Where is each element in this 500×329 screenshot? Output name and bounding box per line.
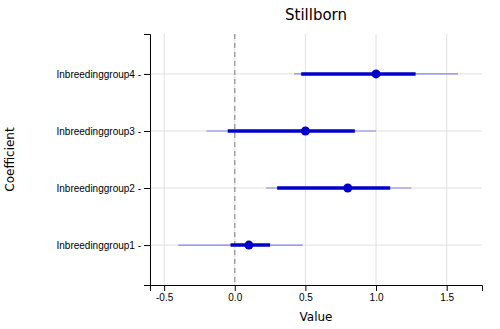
plot: -0.50.00.51.01.5Inbreedinggroup1 -Inbree… xyxy=(56,34,482,303)
x-tick-label: 0.5 xyxy=(299,292,313,303)
ci95-line xyxy=(228,129,355,133)
estimate-point xyxy=(244,241,253,250)
marks xyxy=(178,34,458,285)
y-tick: Inbreedinggroup1 - xyxy=(56,240,150,251)
ci95-line xyxy=(301,72,415,76)
x-tick: 1.5 xyxy=(440,285,454,303)
ci99-line xyxy=(207,130,377,131)
y-tick: Inbreedinggroup3 - xyxy=(56,126,150,137)
estimate-point xyxy=(372,69,381,78)
x-tick-mark xyxy=(376,285,377,291)
x-tick-label: 0.0 xyxy=(228,292,242,303)
y-axis: Inbreedinggroup1 - Inbreedinggroup2 - Inbr… xyxy=(56,35,150,286)
y-tick-label: Inbreedinggroup1 - xyxy=(56,240,141,251)
reference-line xyxy=(234,34,235,285)
y-tick-mark xyxy=(144,188,150,189)
grid-line xyxy=(305,34,306,285)
x-tick-mark xyxy=(164,285,165,291)
y-tick: Inbreedinggroup2 - xyxy=(56,183,150,194)
y-tick-mark xyxy=(144,131,150,132)
grid-line xyxy=(150,245,482,246)
y-axis-line xyxy=(144,35,151,286)
x-axis-line xyxy=(151,286,483,292)
grid-line xyxy=(150,188,482,189)
y-tick-label: Inbreedinggroup3 - xyxy=(56,126,141,137)
chart: -0.50.00.51.01.5Inbreedinggroup1 -Inbree… xyxy=(0,0,500,329)
ci95-line xyxy=(277,186,390,190)
grid-line xyxy=(164,34,165,285)
y-axis-title: Coefficient xyxy=(3,127,17,192)
grid-line xyxy=(150,130,482,131)
y-tick-label: Inbreedinggroup4 - xyxy=(56,69,141,80)
x-tick: 1.0 xyxy=(370,285,384,303)
x-axis: -0.5 0.0 0.5 1.0 1.5 xyxy=(151,285,483,303)
title: Stillborn xyxy=(285,6,347,24)
x-axis-title: Value xyxy=(300,310,333,324)
x-tick-mark xyxy=(235,285,236,291)
y-tick: Inbreedinggroup4 - xyxy=(56,69,150,80)
estimate-point xyxy=(301,126,310,135)
x-tick-mark xyxy=(447,285,448,291)
grid-line xyxy=(446,34,447,285)
y-tick-label: Inbreedinggroup2 - xyxy=(56,183,141,194)
y-tick-mark xyxy=(144,245,150,246)
ci99-line xyxy=(178,244,302,245)
grid-line xyxy=(150,73,482,74)
grid-line xyxy=(234,34,235,285)
y-tick-mark xyxy=(144,74,150,75)
grid xyxy=(150,34,482,285)
x-tick-label: 1.5 xyxy=(440,292,454,303)
x-tick: -0.5 xyxy=(156,285,174,303)
x-tick-mark xyxy=(305,285,306,291)
x-tick-label: -0.5 xyxy=(156,292,174,303)
x-tick: 0.5 xyxy=(299,285,313,303)
ci99-line xyxy=(266,187,412,188)
x-tick: 0.0 xyxy=(228,285,242,303)
x-tick-label: 1.0 xyxy=(370,292,384,303)
estimate-point xyxy=(343,184,352,193)
